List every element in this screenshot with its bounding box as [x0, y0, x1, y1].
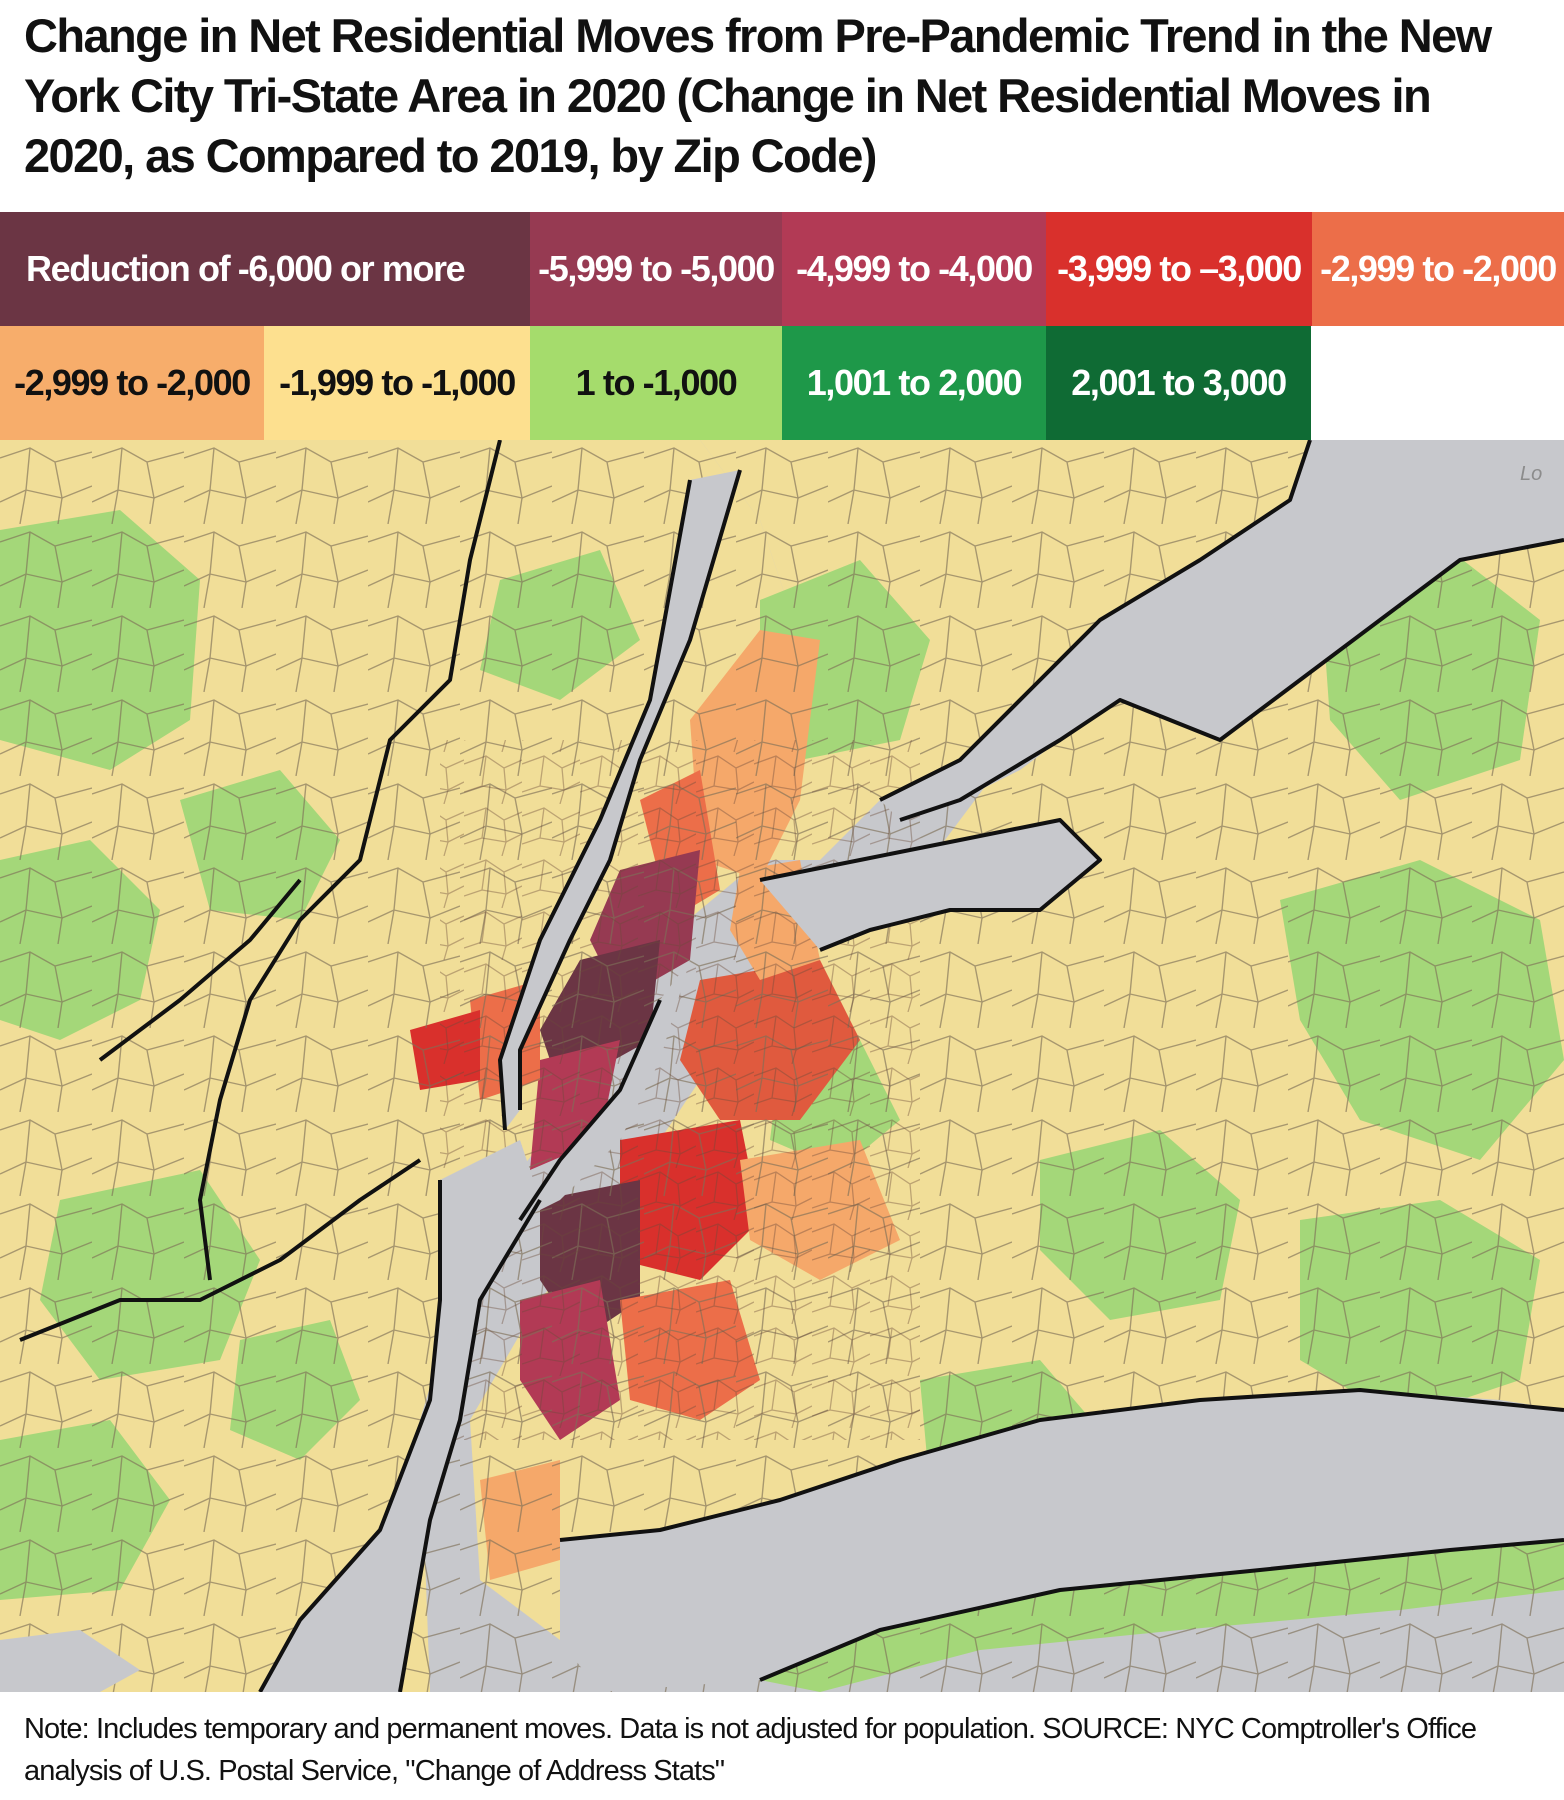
coastline: [398, 1198, 542, 1692]
water-body: [560, 1390, 1564, 1692]
water-body: [520, 960, 690, 1220]
water-body: [1140, 600, 1300, 700]
coastline: [899, 538, 1564, 822]
water-bodies: [0, 440, 1564, 1692]
water-body: [260, 1140, 540, 1692]
coastline: [258, 1180, 442, 1692]
legend-row-1: Reduction of -6,000 or more -5,999 to -5…: [0, 212, 1564, 326]
legend-item: -2,999 to -2,000: [0, 326, 264, 440]
coastline: [498, 479, 692, 1131]
coastline: [559, 1388, 1564, 1542]
water-body: [760, 820, 1100, 950]
coastline: [98, 878, 302, 1062]
zip-code-choropleth-map[interactable]: Lo: [0, 440, 1564, 1692]
footnote-source: Note: Includes temporary and permanent m…: [24, 1713, 1477, 1787]
legend-row-2: -2,999 to -2,000 -1,999 to -1,000 1 to -…: [0, 326, 1311, 440]
water-body: [500, 470, 740, 1130]
legend-item: -1,999 to -1,000: [264, 326, 530, 440]
legend-item: Reduction of -6,000 or more: [0, 212, 530, 326]
coastline: [879, 440, 1312, 802]
legend-item: -4,999 to -4,000: [782, 212, 1046, 326]
coastlines: [19, 440, 1564, 1692]
legend-item: -3,999 to –3,000: [1046, 212, 1312, 326]
legend-item: 2,001 to 3,000: [1046, 326, 1311, 440]
coastline: [759, 1538, 1564, 1682]
legend-item: -2,999 to -2,000: [1312, 212, 1564, 326]
coastline: [759, 818, 1102, 952]
coastline: [19, 1158, 422, 1342]
coastline: [518, 469, 742, 1110]
water-body: [0, 1630, 140, 1692]
map-title: Change in Net Residential Moves from Pre…: [24, 9, 1492, 182]
legend-item: 1 to -1,000: [530, 326, 782, 440]
coastline: [518, 999, 662, 1222]
legend-item: 1,001 to 2,000: [782, 326, 1046, 440]
coastline: [198, 440, 502, 1281]
map-canvas: Lo: [0, 440, 1564, 1692]
legend-item: -5,999 to -5,000: [530, 212, 782, 326]
map-corner-label: Lo: [1520, 463, 1542, 485]
